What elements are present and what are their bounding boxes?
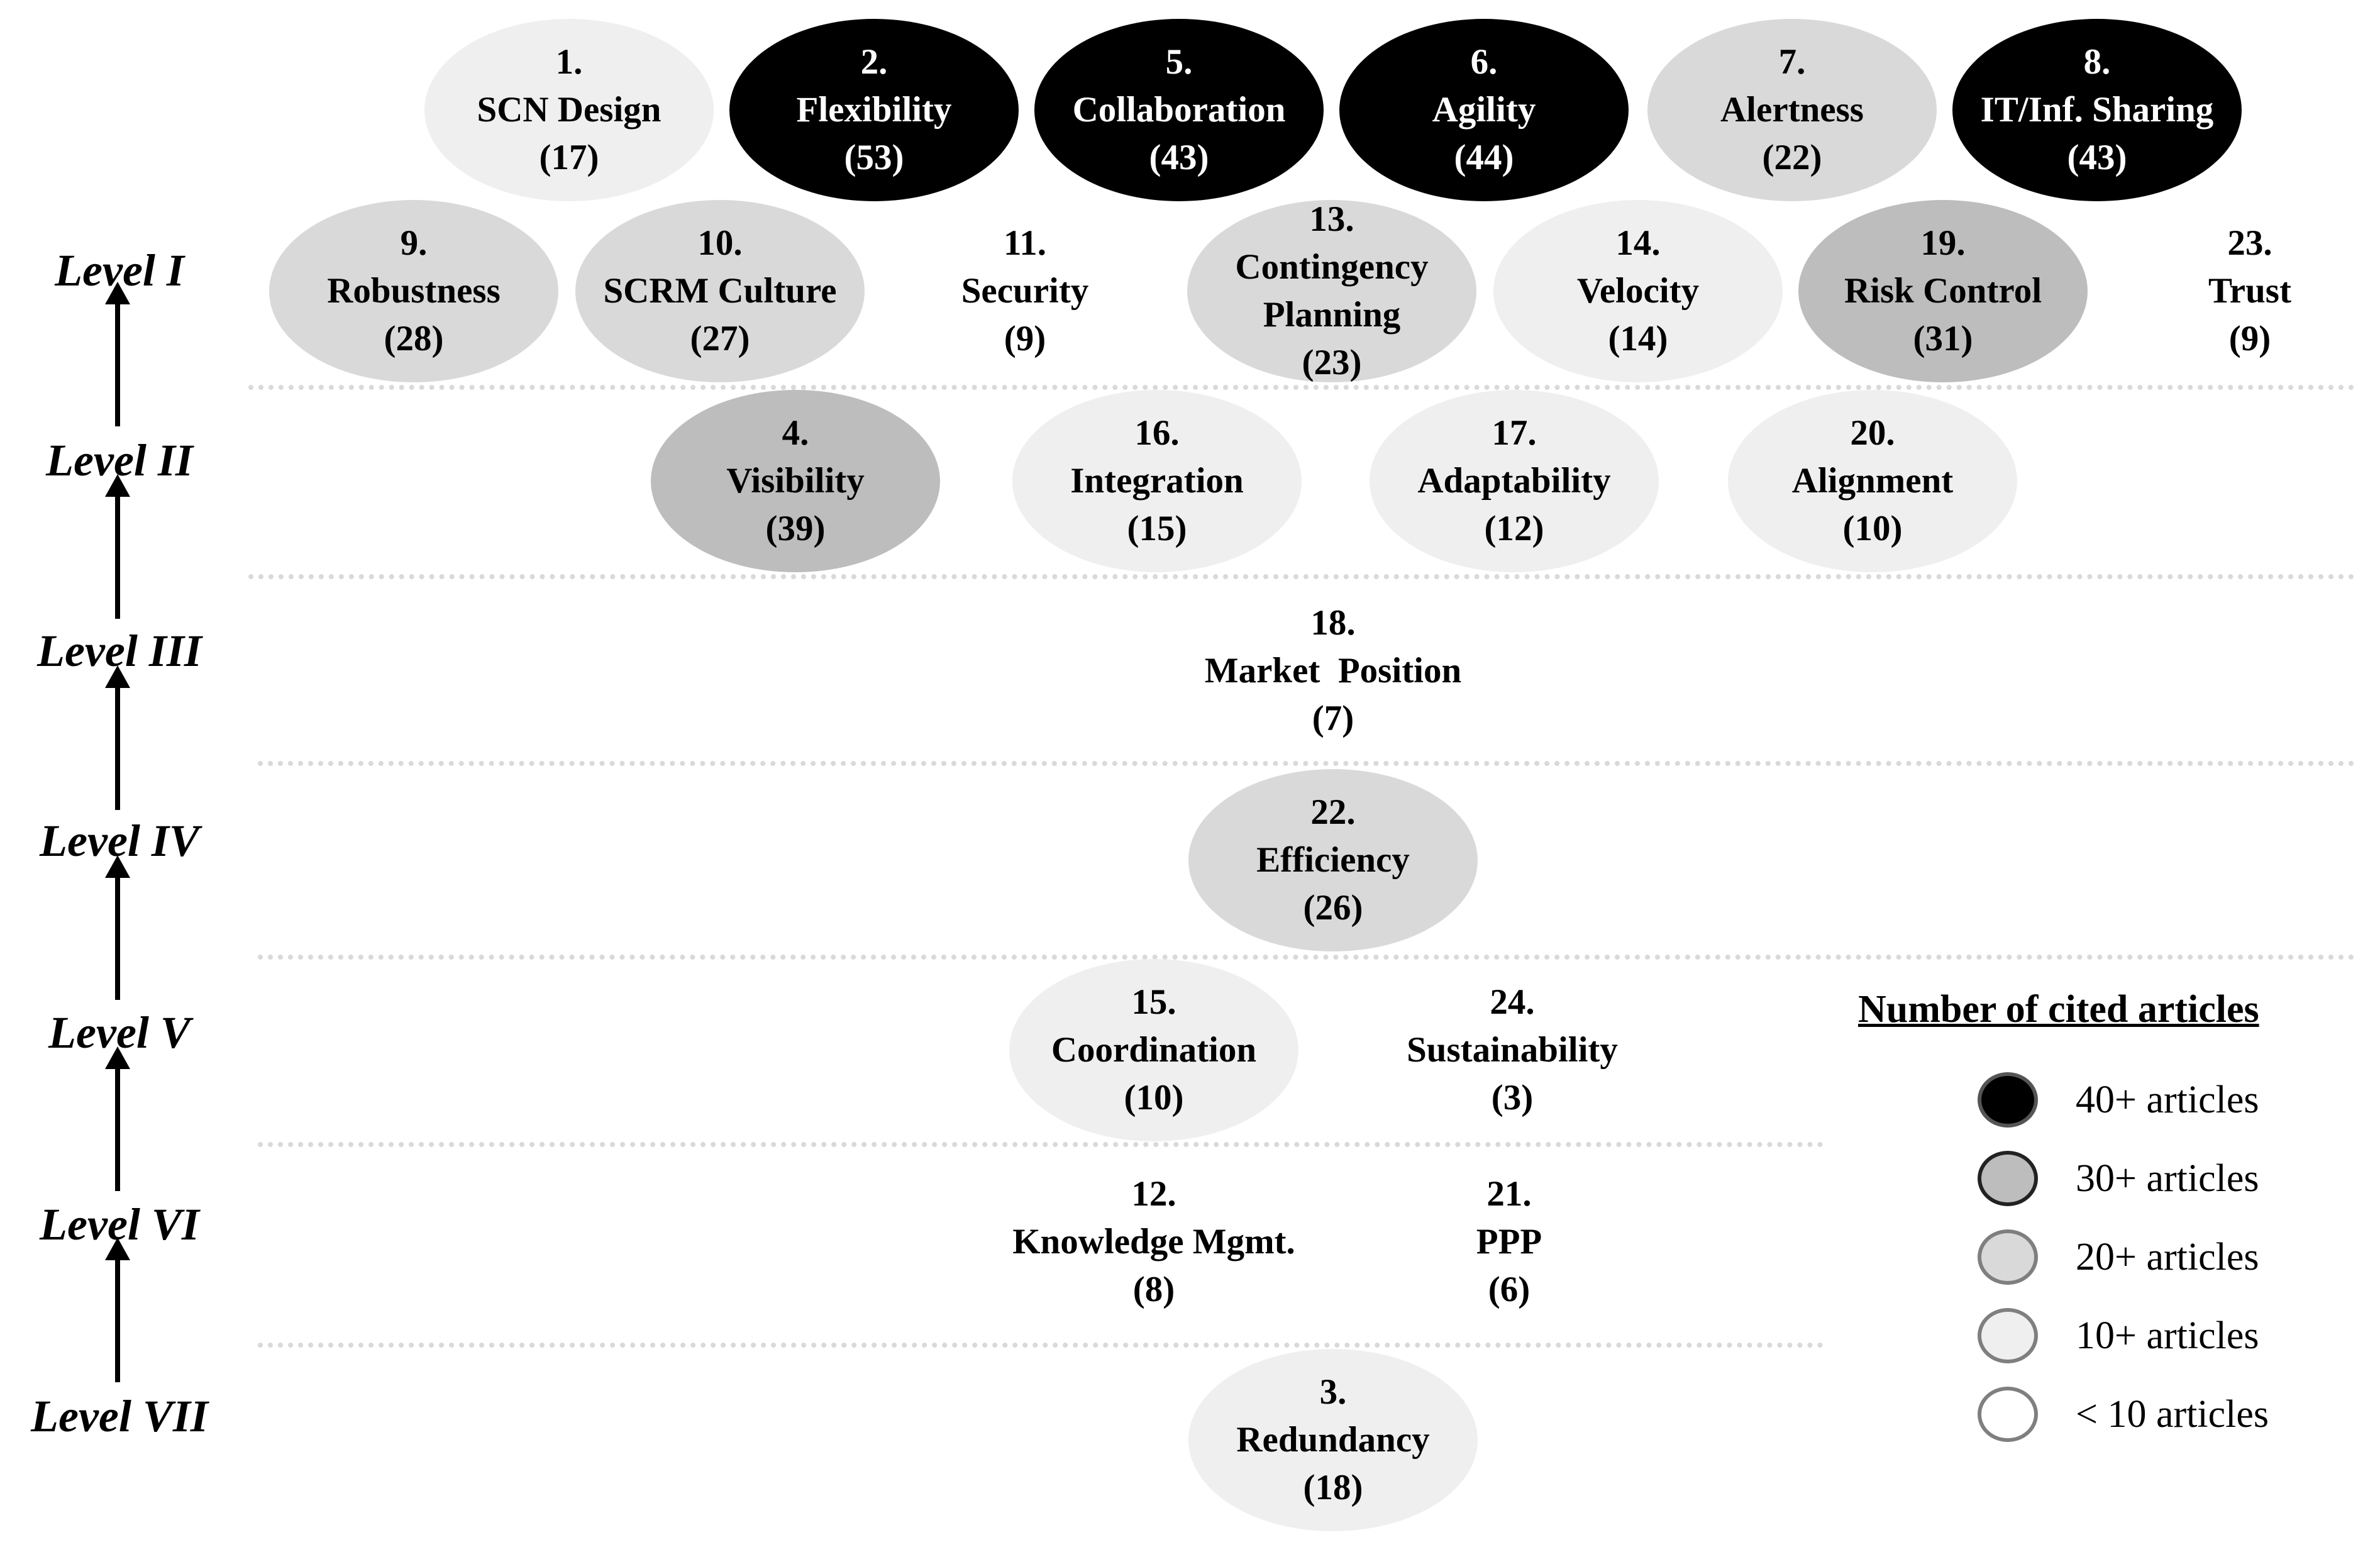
- legend-label: 40+ articles: [2076, 1078, 2259, 1121]
- level-separator: [258, 1142, 1824, 1147]
- node-coordination: 15. Coordination (10): [1009, 959, 1298, 1141]
- arrow-up-icon: [105, 1238, 130, 1382]
- arrow-up-icon: [105, 474, 130, 619]
- level-label-7: Level VII: [31, 1391, 208, 1441]
- node-security: 11. Security (9): [961, 223, 1089, 358]
- legend-swatch: [1978, 1229, 2038, 1285]
- node-efficiency: 22. Efficiency (26): [1188, 769, 1478, 951]
- node-alignment: 20. Alignment (10): [1728, 390, 2017, 572]
- legend-swatch: [1978, 1387, 2038, 1442]
- node-robustness: 9. Robustness (28): [269, 200, 558, 382]
- arrow-up-icon: [105, 665, 130, 810]
- legend-title: Number of cited articles: [1858, 988, 2259, 1031]
- node-integration: 16. Integration (15): [1012, 390, 1302, 572]
- node-adaptability: 17. Adaptability (12): [1370, 390, 1659, 572]
- arrow-up-icon: [105, 1046, 130, 1191]
- legend-item-20plus: 20+ articles: [1978, 1229, 2259, 1285]
- legend-item-40plus: 40+ articles: [1978, 1072, 2259, 1128]
- legend-item-10plus: 10+ articles: [1978, 1308, 2259, 1363]
- node-redundancy: 3. Redundancy (18): [1188, 1349, 1478, 1531]
- legend-label: 10+ articles: [2076, 1314, 2259, 1357]
- node-risk-control: 19. Risk Control (31): [1798, 200, 2088, 382]
- node-flexibility: 2. Flexibility (53): [729, 19, 1019, 201]
- node-it-inf-sharing: 8. IT/Inf. Sharing (43): [1952, 19, 2242, 201]
- node-velocity: 14. Velocity (14): [1493, 200, 1783, 382]
- level-separator: [258, 761, 2355, 766]
- arrow-up-icon: [105, 282, 130, 426]
- node-alertness: 7. Alertness (22): [1647, 19, 1937, 201]
- legend-item-under10: < 10 articles: [1978, 1387, 2269, 1442]
- node-collaboration: 5. Collaboration (43): [1034, 19, 1324, 201]
- level-separator: [258, 1343, 1824, 1348]
- legend-swatch: [1978, 1072, 2038, 1128]
- node-sustainability: 24. Sustainability (3): [1407, 982, 1618, 1117]
- legend-label: < 10 articles: [2076, 1392, 2269, 1436]
- level-separator: [248, 385, 2355, 390]
- legend-label: 30+ articles: [2076, 1156, 2259, 1200]
- node-ppp: 21. PPP (6): [1476, 1174, 1542, 1309]
- node-scn-design: 1. SCN Design (17): [424, 19, 714, 201]
- node-contingency-planning: 13. Contingency Planning (23): [1187, 199, 1476, 382]
- legend-label: 20+ articles: [2076, 1235, 2259, 1278]
- legend-swatch: [1978, 1308, 2038, 1363]
- node-market-position: 18. Market Position (7): [1204, 603, 1462, 738]
- legend-swatch: [1978, 1151, 2038, 1206]
- node-scrm-culture: 10. SCRM Culture (27): [575, 200, 865, 382]
- node-trust: 23. Trust (9): [2208, 223, 2291, 358]
- node-agility: 6. Agility (44): [1339, 19, 1629, 201]
- arrow-up-icon: [105, 855, 130, 1000]
- level-separator: [248, 574, 2355, 579]
- node-knowledge-mgmt: 12. Knowledge Mgmt. (8): [1012, 1174, 1295, 1309]
- legend-item-30plus: 30+ articles: [1978, 1151, 2259, 1206]
- node-visibility: 4. Visibility (39): [651, 390, 940, 572]
- level-separator: [258, 955, 2355, 960]
